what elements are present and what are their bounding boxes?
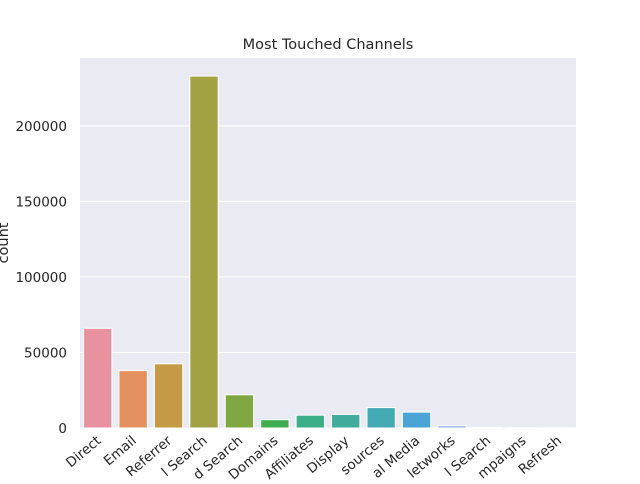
y-tick-labels: 0 50000 100000 150000 200000: [15, 119, 67, 437]
bar: [190, 76, 218, 428]
bar: [261, 420, 289, 428]
bar: [154, 364, 182, 428]
y-tick-label: 0: [58, 421, 67, 437]
bar: [367, 408, 395, 428]
y-tick-label: 100000: [15, 270, 67, 286]
bar: [402, 412, 430, 428]
bar: [84, 328, 112, 428]
chart-title: Most Touched Channels: [243, 37, 414, 53]
y-tick-label: 200000: [15, 119, 67, 135]
y-axis-label: count: [0, 222, 12, 263]
bar: [119, 371, 147, 428]
bar: [225, 395, 253, 428]
bar: [332, 414, 360, 428]
x-tick-label: Direct: [63, 433, 104, 471]
bar: [438, 426, 466, 428]
y-tick-label: 150000: [15, 194, 67, 210]
bar: [296, 415, 324, 428]
y-tick-label: 50000: [24, 345, 67, 361]
